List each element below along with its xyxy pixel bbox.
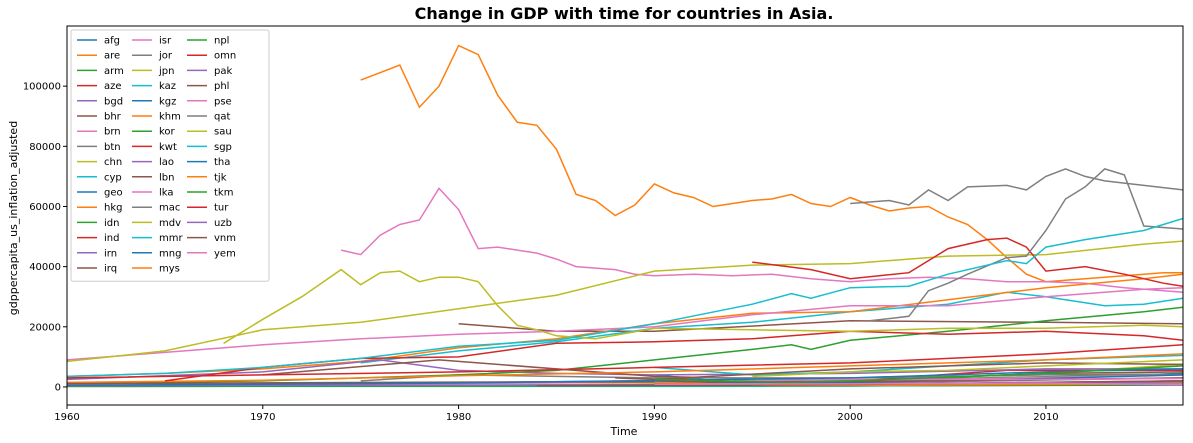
legend-label-mdv: mdv	[159, 218, 181, 229]
series-line-jpn	[67, 240, 1183, 363]
series-line-tkm	[654, 365, 1183, 384]
series-line-bhr	[458, 320, 1183, 333]
legend-label-kgz: kgz	[159, 96, 176, 107]
legend-label-mng: mng	[159, 248, 181, 259]
legend-label-btn: btn	[104, 142, 121, 153]
legend-label-yem: yem	[214, 248, 236, 259]
y-axis: 0 20000 40000 60000 80000 100000	[23, 82, 67, 393]
y-tick-label: 0	[55, 382, 61, 393]
legend-label-isr: isr	[159, 36, 172, 47]
series-line-mys	[67, 353, 1183, 384]
legend-label-omn: omn	[214, 51, 236, 62]
legend-label-vnm: vnm	[214, 233, 236, 244]
legend-label-tjk: tjk	[214, 172, 227, 183]
series-line-qat	[850, 168, 1183, 206]
series-line-mac	[869, 168, 1183, 322]
x-axis-label: Time	[610, 425, 638, 438]
legend-label-idn: idn	[104, 218, 119, 229]
series-line-yem	[654, 382, 1183, 386]
legend-label-are: are	[104, 51, 120, 62]
y-tick-label: 100000	[23, 82, 61, 93]
legend-label-chn: chn	[104, 157, 122, 168]
legend-label-hkg: hkg	[104, 203, 122, 214]
series-line-brn	[340, 187, 1183, 293]
legend-label-uzb: uzb	[214, 218, 232, 229]
legend-label-arm: arm	[104, 66, 124, 77]
legend-label-mmr: mmr	[159, 233, 183, 244]
legend: afg are arm aze bgd bhr brn btn chn cyp geo hkg idn i…	[70, 29, 270, 282]
legend-label-brn: brn	[104, 127, 121, 138]
legend-label-mys: mys	[159, 264, 180, 275]
series-line-sau	[223, 268, 1183, 344]
chart-title: Change in GDP with time for countries in…	[415, 4, 834, 23]
x-tick-label: 1970	[250, 412, 275, 423]
legend-label-tur: tur	[214, 203, 229, 214]
y-tick-label: 40000	[29, 262, 61, 273]
series-line-sgp	[67, 217, 1183, 378]
y-tick-label: 20000	[29, 322, 61, 333]
x-tick-label: 1990	[642, 412, 667, 423]
x-tick-label: 1960	[54, 412, 79, 423]
series-line-cyp	[360, 291, 1183, 364]
legend-label-ind: ind	[104, 233, 119, 244]
plot-frame	[66, 25, 1184, 406]
series-line-tur	[67, 344, 1183, 379]
plot-lines	[67, 44, 1183, 388]
legend-label-pak: pak	[214, 66, 232, 77]
series-line-kwt	[752, 237, 1183, 287]
legend-label-tha: tha	[214, 157, 230, 168]
legend-label-pse: pse	[214, 96, 232, 107]
x-axis: 1960 1970 1980 1990 2000 2010	[54, 405, 1059, 423]
legend-label-irn: irn	[104, 248, 117, 259]
legend-label-geo: geo	[104, 188, 123, 199]
legend-label-phl: phl	[214, 81, 229, 92]
x-tick-label: 2010	[1033, 412, 1058, 423]
y-axis-label: gdppercapita_us_inflation_adjusted	[7, 121, 20, 315]
legend-label-jpn: jpn	[158, 66, 174, 77]
legend-label-kaz: kaz	[159, 81, 176, 92]
legend-label-kor: kor	[159, 127, 176, 138]
series-line-kor	[67, 306, 1183, 385]
series-line-pse	[732, 377, 1183, 382]
x-tick-label: 2000	[837, 412, 862, 423]
legend-label-qat: qat	[214, 112, 230, 123]
legend-label-cyp: cyp	[104, 172, 122, 183]
legend-box	[70, 29, 270, 282]
legend-label-mac: mac	[159, 203, 180, 214]
y-tick-label: 60000	[29, 202, 61, 213]
series-line-mdv	[752, 359, 1183, 378]
legend-label-khm: khm	[159, 112, 181, 123]
legend-label-irq: irq	[104, 264, 117, 275]
legend-label-jor: jor	[158, 51, 173, 62]
legend-label-lao: lao	[159, 157, 174, 168]
legend-label-lbn: lbn	[159, 172, 174, 183]
legend-label-bhr: bhr	[104, 112, 122, 123]
legend-label-afg: afg	[104, 36, 120, 47]
series-line-are	[360, 44, 1183, 283]
series-line-isr	[67, 286, 1183, 361]
legend-label-bgd: bgd	[104, 96, 123, 107]
legend-label-npl: npl	[214, 36, 229, 47]
legend-label-sgp: sgp	[214, 142, 232, 153]
legend-label-tkm: tkm	[214, 188, 233, 199]
y-tick-label: 80000	[29, 142, 61, 153]
x-tick-label: 1980	[446, 412, 471, 423]
legend-label-lka: lka	[159, 188, 174, 199]
legend-label-sau: sau	[214, 127, 232, 138]
legend-label-aze: aze	[104, 81, 122, 92]
legend-label-kwt: kwt	[159, 142, 177, 153]
